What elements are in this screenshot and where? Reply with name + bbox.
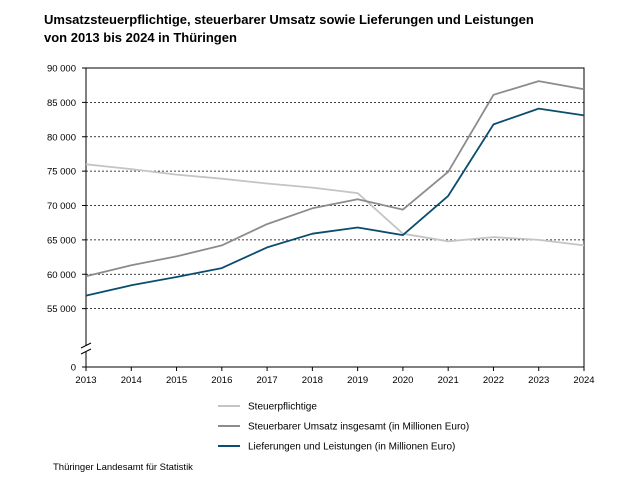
x-tick-label: 2018 [302, 375, 323, 386]
series-line-2 [85, 80, 585, 278]
chart-title: Umsatzsteuerpflichtige, steuerbarer Umsa… [44, 11, 604, 47]
y-tick-label: 60 000 [47, 270, 76, 281]
y-tick-label: 85 000 [47, 98, 76, 109]
axis-break-gap [81, 346, 91, 352]
legend-label-1: Steuerpflichtige [248, 402, 317, 413]
series-line-1 [85, 163, 585, 247]
x-tick-label: 2014 [121, 375, 142, 386]
plot-frame [85, 67, 585, 368]
legend-label-3: Lieferungen und Leistungen (in Millionen… [248, 442, 455, 453]
axis-layer: 0 55 000 60 000 65 000 70 000 75 000 80 000 85 … [47, 64, 595, 387]
y-tick-label: 80 000 [47, 132, 76, 143]
series-line-3 [85, 107, 585, 297]
y-tick-label: 75 000 [47, 167, 76, 178]
x-tick-label: 2013 [75, 375, 96, 386]
y-tick-label: 0 [71, 363, 76, 374]
y-tick-label: 65 000 [47, 235, 76, 246]
legend-label-2: Steuerbarer Umsatz insgesamt (in Million… [248, 422, 469, 433]
chart-subtitle: von 2013 bis 2024 in Thüringen [44, 30, 237, 45]
y-tick-label: 90 000 [47, 64, 76, 75]
x-tick-label: 2017 [257, 375, 278, 386]
source-note: Thüringer Landesamt für Statistik [53, 462, 193, 473]
chart-title-line-1: Umsatzsteuerpflichtige, steuerbarer Umsa… [44, 12, 534, 27]
x-tick-label: 2020 [392, 375, 413, 386]
y-tick-label: 55 000 [47, 304, 76, 315]
x-tick-label: 2015 [166, 375, 187, 386]
x-tick-label: 2021 [438, 375, 459, 386]
x-tick-label: 2023 [528, 375, 549, 386]
x-tick-label: 2022 [483, 375, 504, 386]
x-tick-label: 2016 [211, 375, 232, 386]
x-tick-label: 2019 [347, 375, 368, 386]
grid-layer [86, 101, 584, 310]
series-layer [85, 80, 585, 297]
legend: Steuerpflichtige Steuerbarer Umsatz insge… [218, 402, 469, 453]
y-tick-label: 70 000 [47, 201, 76, 212]
axis-break-mark [80, 342, 92, 349]
axis-break-mark [80, 348, 92, 355]
x-tick-label: 2024 [573, 375, 594, 386]
